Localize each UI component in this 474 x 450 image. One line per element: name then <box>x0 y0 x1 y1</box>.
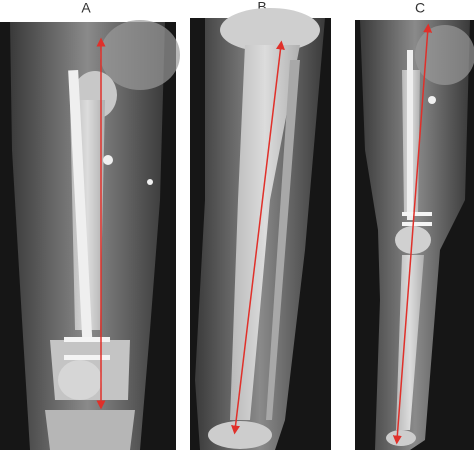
ankle <box>386 430 416 446</box>
panel-label: A <box>81 0 91 16</box>
pelvis <box>100 20 180 90</box>
panel-label: C <box>415 0 425 16</box>
fragment <box>428 96 436 104</box>
panel-c <box>355 20 474 450</box>
locking-screw <box>64 337 110 342</box>
locking-screw <box>402 212 432 216</box>
patella <box>58 360 102 400</box>
tibia-plateau <box>45 410 135 450</box>
locking-screw <box>64 355 110 360</box>
ankle <box>208 421 272 449</box>
panel-a <box>0 20 180 450</box>
intramedullary-nail <box>68 69 94 371</box>
measurement-arrow <box>392 23 433 445</box>
measurement-arrow <box>231 40 285 435</box>
panel-label: B <box>257 0 266 15</box>
panel-b <box>190 8 331 450</box>
intramedullary-nail <box>407 50 413 220</box>
fragment <box>147 179 153 185</box>
fragment <box>103 155 113 165</box>
locking-screw <box>402 222 432 226</box>
